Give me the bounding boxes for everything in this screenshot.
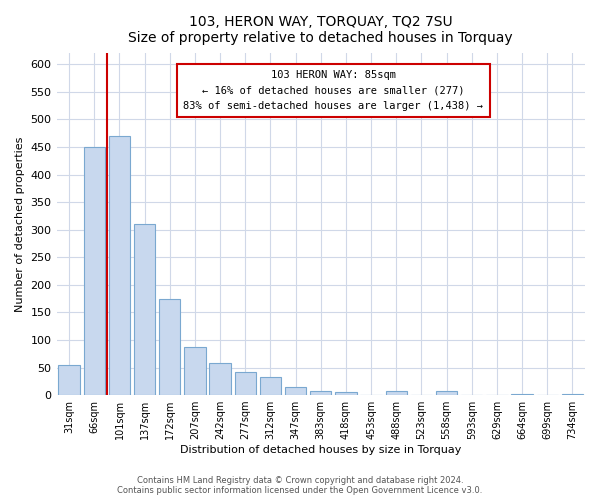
Bar	[159, 298, 181, 395]
Bar	[285, 387, 307, 395]
Bar	[58, 365, 80, 395]
Text: Contains HM Land Registry data © Crown copyright and database right 2024.
Contai: Contains HM Land Registry data © Crown c…	[118, 476, 482, 495]
Bar	[386, 390, 407, 395]
Bar	[562, 394, 583, 395]
Bar	[235, 372, 256, 395]
Bar	[411, 394, 432, 395]
Bar	[361, 394, 382, 395]
Bar	[83, 147, 105, 395]
Bar	[511, 394, 533, 395]
Bar	[260, 378, 281, 395]
Bar	[134, 224, 155, 395]
X-axis label: Distribution of detached houses by size in Torquay: Distribution of detached houses by size …	[180, 445, 461, 455]
Bar	[310, 390, 331, 395]
Bar	[335, 392, 356, 395]
Bar	[209, 363, 231, 395]
Y-axis label: Number of detached properties: Number of detached properties	[15, 136, 25, 312]
Title: 103, HERON WAY, TORQUAY, TQ2 7SU
Size of property relative to detached houses in: 103, HERON WAY, TORQUAY, TQ2 7SU Size of…	[128, 15, 513, 45]
Text: 103 HERON WAY: 85sqm
← 16% of detached houses are smaller (277)
83% of semi-deta: 103 HERON WAY: 85sqm ← 16% of detached h…	[184, 70, 484, 111]
Bar	[109, 136, 130, 395]
Bar	[436, 390, 457, 395]
Bar	[184, 346, 206, 395]
